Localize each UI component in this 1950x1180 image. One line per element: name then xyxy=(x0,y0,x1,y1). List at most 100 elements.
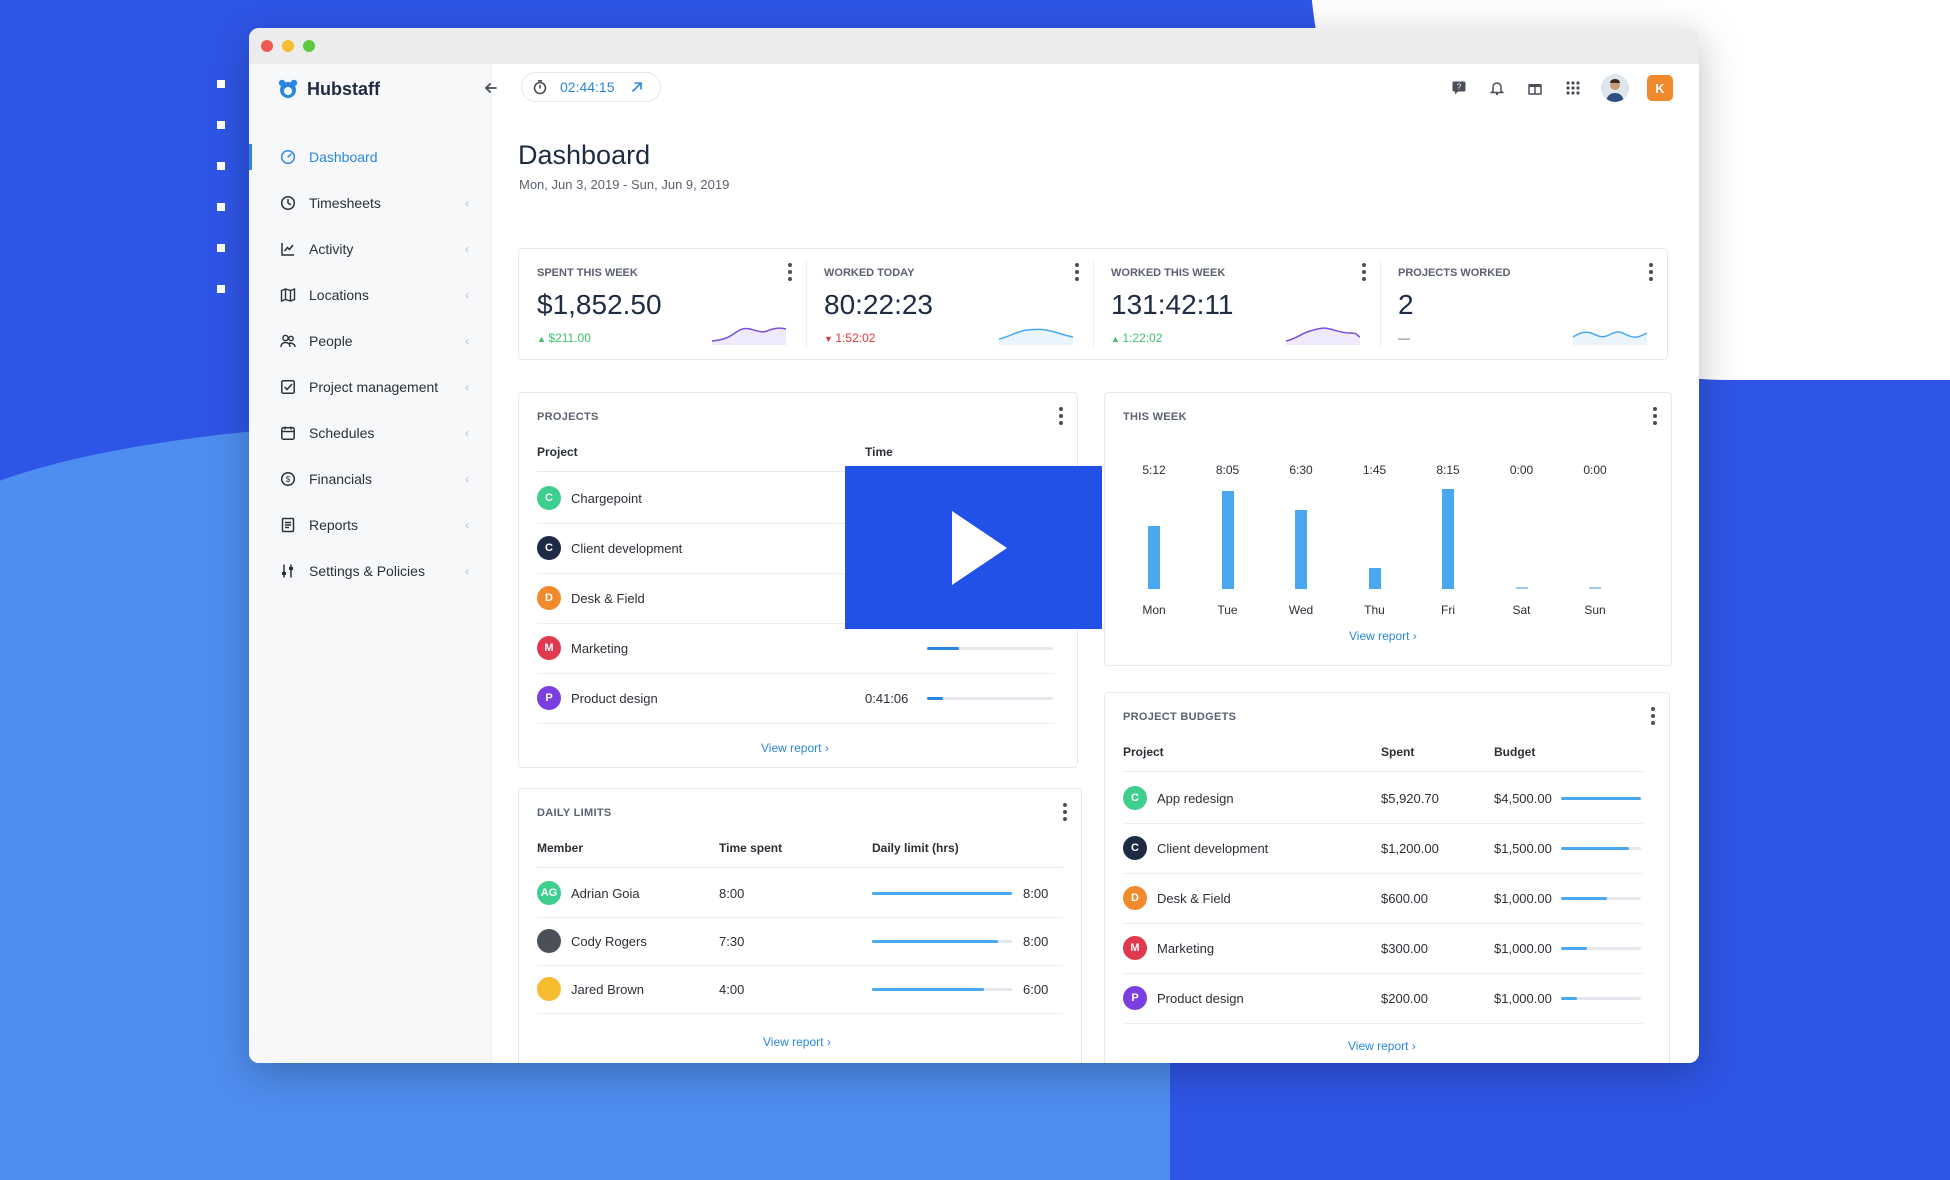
checkbox-icon xyxy=(279,378,297,396)
bar-value-label: 1:45 xyxy=(1362,463,1387,477)
sidebar-item-dashboard[interactable]: Dashboard xyxy=(249,134,491,180)
bar-tue[interactable] xyxy=(1221,491,1234,589)
project-avatar: C xyxy=(537,486,561,510)
timer-widget[interactable]: 02:44:15 xyxy=(521,72,661,102)
decorative-dots xyxy=(217,80,225,326)
divider xyxy=(1123,771,1643,772)
this-week-view-report-link[interactable]: View report › xyxy=(1349,629,1417,643)
table-row[interactable]: C Client development $1,200.00 $1,500.00 xyxy=(1123,823,1643,874)
sidebar-item-schedules[interactable]: Schedules ‹ xyxy=(249,410,491,456)
sidebar-item-locations[interactable]: Locations ‹ xyxy=(249,272,491,318)
notifications-bell-icon[interactable] xyxy=(1487,78,1507,98)
table-row[interactable]: Jared Brown 4:00 6:00 xyxy=(537,965,1063,1014)
organization-badge[interactable]: K xyxy=(1647,75,1673,101)
daily-limits-more-icon[interactable] xyxy=(1063,803,1067,824)
bar-value-label: 6:30 xyxy=(1289,463,1313,477)
bar-mon[interactable] xyxy=(1148,525,1160,589)
hubstaff-logo-icon xyxy=(278,79,298,98)
member-avatar xyxy=(537,929,561,953)
projects-more-icon[interactable] xyxy=(1059,407,1063,428)
sidebar-item-label: Schedules xyxy=(309,425,375,441)
stat-label: WORKED THIS WEEK xyxy=(1111,267,1226,279)
user-avatar[interactable] xyxy=(1601,74,1629,102)
daily-limits-title: DAILY LIMITS xyxy=(537,807,612,819)
stat-more-icon[interactable] xyxy=(1649,263,1653,284)
projects-card-title: PROJECTS xyxy=(537,411,599,423)
time-spent: 7:30 xyxy=(719,933,745,949)
table-row[interactable]: P Product design 0:41:06 xyxy=(537,673,1055,724)
limit-progress-bar xyxy=(872,988,1012,991)
chevron-left-icon: ‹ xyxy=(465,472,469,486)
divider xyxy=(537,867,1063,868)
sidebar-item-project-management[interactable]: Project management ‹ xyxy=(249,364,491,410)
budget-spent: $200.00 xyxy=(1381,990,1428,1006)
sidebar-item-label: Project management xyxy=(309,379,439,395)
help-chat-icon[interactable]: ? xyxy=(1449,78,1469,98)
table-row[interactable]: M Marketing $300.00 $1,000.00 xyxy=(1123,923,1643,974)
bar-sat[interactable] xyxy=(1515,587,1528,589)
table-row[interactable]: D Desk & Field $600.00 $1,000.00 xyxy=(1123,873,1643,924)
budgets-col-budget: Budget xyxy=(1494,745,1536,759)
project-name: Client development xyxy=(571,540,683,556)
bar-fri[interactable] xyxy=(1442,489,1454,589)
table-row[interactable]: AG Adrian Goia 8:00 8:00 xyxy=(537,869,1063,918)
brand[interactable]: Hubstaff xyxy=(277,78,380,100)
maximize-window-button[interactable] xyxy=(303,40,315,52)
budget-amount: $1,000.00 xyxy=(1494,940,1552,956)
budget-progress-bar xyxy=(1561,897,1641,900)
sidebar-nav: Dashboard Timesheets ‹ Activity ‹ Locations ‹ P… xyxy=(249,134,491,594)
open-timer-icon[interactable] xyxy=(631,81,643,93)
stat-delta: ▲ $211.00 xyxy=(537,331,591,345)
projects-view-report-link[interactable]: View report › xyxy=(761,741,829,755)
sidebar: Hubstaff Dashboard Timesheets ‹ Activity ‹ Lo… xyxy=(249,64,497,1063)
stat-value: 131:42:11 xyxy=(1111,289,1234,320)
page-title: Dashboard xyxy=(518,140,651,170)
project-avatar: D xyxy=(1123,886,1147,910)
date-range[interactable]: Mon, Jun 3, 2019 - Sun, Jun 9, 2019 xyxy=(519,177,730,192)
bar-day-label: Sun xyxy=(1584,603,1606,617)
project-name: App redesign xyxy=(1157,790,1234,806)
table-row[interactable]: M Marketing xyxy=(537,623,1055,674)
stat-more-icon[interactable] xyxy=(1075,263,1079,284)
table-row[interactable]: Cody Rogers 7:30 8:00 xyxy=(537,917,1063,966)
collapse-sidebar-arrow-icon[interactable] xyxy=(483,80,501,98)
bar-wed[interactable] xyxy=(1295,510,1307,589)
bar-thu[interactable] xyxy=(1368,567,1381,589)
report-icon xyxy=(279,516,297,534)
apps-grid-icon[interactable] xyxy=(1563,78,1583,98)
sidebar-item-financials[interactable]: $ Financials ‹ xyxy=(249,456,491,502)
limit-progress-bar xyxy=(872,940,1012,943)
budget-progress-bar xyxy=(1561,797,1641,800)
daily-limits-view-report-link[interactable]: View report › xyxy=(763,1035,831,1049)
daily-limit: 6:00 xyxy=(1023,981,1049,997)
sidebar-item-people[interactable]: People ‹ xyxy=(249,318,491,364)
this-week-more-icon[interactable] xyxy=(1653,407,1657,428)
budgets-view-report-link[interactable]: View report › xyxy=(1348,1039,1416,1053)
daily-limit: 8:00 xyxy=(1023,885,1049,901)
chart-line-icon xyxy=(279,240,297,258)
budgets-more-icon[interactable] xyxy=(1651,707,1655,728)
minimize-window-button[interactable] xyxy=(282,40,294,52)
sidebar-item-reports[interactable]: Reports ‹ xyxy=(249,502,491,548)
video-play-button[interactable] xyxy=(845,466,1102,629)
bar-sun[interactable] xyxy=(1589,587,1601,589)
people-icon xyxy=(279,332,297,350)
stats-summary-card: SPENT THIS WEEK $1,852.50 ▲ $211.00 WORKED … xyxy=(518,248,1668,360)
sidebar-item-label: Reports xyxy=(309,517,359,533)
chevron-left-icon: ‹ xyxy=(465,426,469,440)
gift-icon[interactable] xyxy=(1525,78,1545,98)
budget-progress-bar xyxy=(1561,947,1641,950)
project-name: Client development xyxy=(1157,840,1269,856)
stat-more-icon[interactable] xyxy=(1362,263,1366,284)
limit-progress-bar xyxy=(872,892,1012,895)
sparkline xyxy=(1286,327,1360,345)
table-row[interactable]: P Product design $200.00 $1,000.00 xyxy=(1123,973,1643,1024)
sidebar-item-activity[interactable]: Activity ‹ xyxy=(249,226,491,272)
member-avatar xyxy=(537,977,561,1001)
table-row[interactable]: C App redesign $5,920.70 $4,500.00 xyxy=(1123,773,1643,824)
budget-amount: $1,500.00 xyxy=(1494,840,1552,856)
sidebar-item-settings-policies[interactable]: Settings & Policies ‹ xyxy=(249,548,491,594)
sidebar-item-timesheets[interactable]: Timesheets ‹ xyxy=(249,180,491,226)
stat-more-icon[interactable] xyxy=(788,263,792,284)
close-window-button[interactable] xyxy=(261,40,273,52)
